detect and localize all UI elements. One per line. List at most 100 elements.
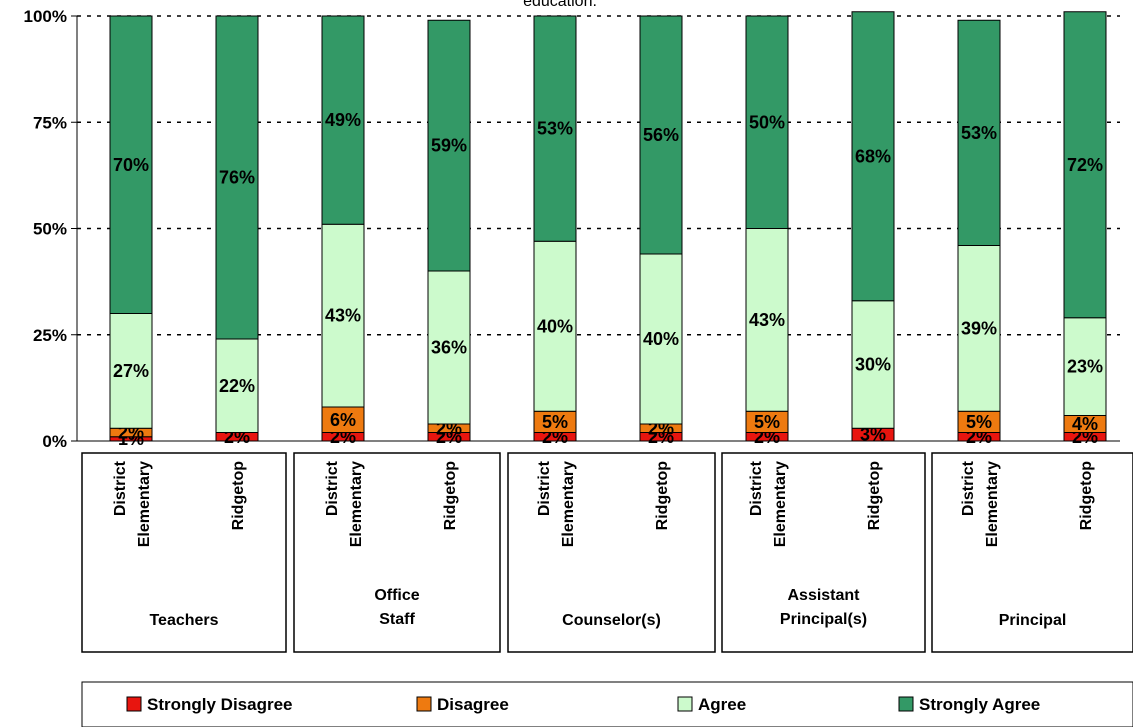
data-label: 36% xyxy=(431,338,467,358)
bar-segment xyxy=(533,240,577,412)
y-tick-label: 75% xyxy=(33,113,67,132)
category-group-box xyxy=(931,452,1133,653)
data-label: 50% xyxy=(749,112,785,132)
bar-segment xyxy=(109,313,153,429)
data-label: 43% xyxy=(749,310,785,330)
bar-stack: 2%2%36%59% xyxy=(427,19,471,447)
data-label: 43% xyxy=(325,306,361,326)
category-group-box xyxy=(293,452,501,653)
category-group-box xyxy=(721,452,926,653)
bar-segment xyxy=(427,270,471,425)
chart-title: education. xyxy=(523,0,597,10)
data-label: 4% xyxy=(1072,414,1098,434)
data-label: 59% xyxy=(431,136,467,156)
legend-item: Strongly Disagree xyxy=(126,695,293,714)
bar-stack: 3% 30% 68% xyxy=(851,11,895,445)
data-label: 5% xyxy=(754,412,780,432)
category-label: Ridgetop xyxy=(654,461,671,531)
legend-swatch xyxy=(677,696,693,712)
x-axis: District Elementary Ridgetop Teachers Distri… xyxy=(81,452,1133,653)
category-label: District Elementary xyxy=(960,460,1001,547)
category-label: Ridgetop xyxy=(866,461,883,531)
data-label: 23% xyxy=(1067,357,1103,377)
legend-box xyxy=(81,681,1133,727)
category-label: Ridgetop xyxy=(442,461,459,531)
category-label: District Elementary xyxy=(536,460,577,547)
data-label: 5% xyxy=(966,412,992,432)
bar-stack: 2%22%76% xyxy=(215,15,259,447)
bar-segment xyxy=(957,19,1001,246)
legend-label: Strongly Disagree xyxy=(147,695,293,714)
data-label: 56% xyxy=(643,125,679,145)
legend-label: Strongly Agree xyxy=(919,695,1040,714)
data-label: 53% xyxy=(537,119,573,139)
bar-segment xyxy=(639,15,683,255)
bar-segment xyxy=(745,15,789,229)
bar-segment xyxy=(533,15,577,242)
data-label: 3% xyxy=(860,425,886,445)
legend-label: Agree xyxy=(698,695,746,714)
data-label: 76% xyxy=(219,168,255,188)
legend-item: Disagree xyxy=(416,695,509,714)
legend-label: Disagree xyxy=(437,695,509,714)
group-label: Teachers xyxy=(149,612,218,629)
bar-stack: 2%5%40%53% xyxy=(533,15,577,447)
bar-stack: 1%2%27%70% xyxy=(109,15,153,449)
bar-segment xyxy=(639,253,683,425)
y-tick-label: 0% xyxy=(42,432,67,451)
data-label: 70% xyxy=(113,155,149,175)
bar-segment xyxy=(851,300,895,429)
data-label: 53% xyxy=(961,123,997,143)
bar-stack: 2%5%43%50% xyxy=(745,15,789,447)
bar-segment xyxy=(109,15,153,314)
legend-swatch xyxy=(416,696,432,712)
bar-segment xyxy=(321,223,365,408)
bar-segment xyxy=(321,406,365,433)
data-label: 27% xyxy=(113,361,149,381)
category-label: Ridgetop xyxy=(1078,461,1095,531)
data-label: 49% xyxy=(325,110,361,130)
category-label: District Elementary xyxy=(324,460,365,547)
bar-segment xyxy=(215,338,259,433)
category-label: Ridgetop xyxy=(230,461,247,531)
y-axis: 0% 25% 50% 75% 100% xyxy=(24,7,1120,451)
bar-stack: 2%4%23%72% xyxy=(1063,11,1107,447)
category-group-box xyxy=(81,452,287,653)
bar-segment xyxy=(851,11,895,302)
data-label: 22% xyxy=(219,376,255,396)
bar-segment xyxy=(215,15,259,340)
bar-stack: 2%5%39%53% xyxy=(957,19,1001,447)
y-tick-label: 100% xyxy=(24,7,67,26)
data-label: 72% xyxy=(1067,155,1103,175)
data-label: 5% xyxy=(542,412,568,432)
bar-segment xyxy=(745,228,789,412)
data-label: 68% xyxy=(855,146,891,166)
y-tick-label: 25% xyxy=(33,326,67,345)
bar-stack: 2%2%40%56% xyxy=(639,15,683,447)
bars: 1%2%27%70%2%22%76%2%6%43%49%2%2%36%59%2%… xyxy=(109,11,1107,449)
data-label: 40% xyxy=(643,329,679,349)
y-tick-label: 50% xyxy=(33,220,67,239)
group-label: Counselor(s) xyxy=(562,612,661,629)
data-label: 30% xyxy=(855,355,891,375)
data-label: 40% xyxy=(537,316,573,336)
legend-swatch xyxy=(898,696,914,712)
group-label: Assistant Principal(s) xyxy=(780,587,867,628)
group-label: Office Staff xyxy=(374,587,419,628)
bar-stack: 2%6%43%49% xyxy=(321,15,365,447)
legend-item: Agree xyxy=(677,695,746,714)
legend-item: Strongly Agree xyxy=(898,695,1040,714)
group-label: Principal xyxy=(999,612,1067,629)
bar-segment xyxy=(957,245,1001,412)
legend: Strongly Disagree Disagree Agree Strongly A… xyxy=(81,681,1133,727)
data-label: 6% xyxy=(330,410,356,430)
bar-segment xyxy=(427,19,471,272)
category-label: District Elementary xyxy=(112,460,153,547)
bar-segment xyxy=(1063,11,1107,319)
data-label: 39% xyxy=(961,318,997,338)
category-label: District Elementary xyxy=(748,460,789,547)
category-group-box xyxy=(507,452,716,653)
legend-swatch xyxy=(126,696,142,712)
bar-segment xyxy=(321,15,365,225)
